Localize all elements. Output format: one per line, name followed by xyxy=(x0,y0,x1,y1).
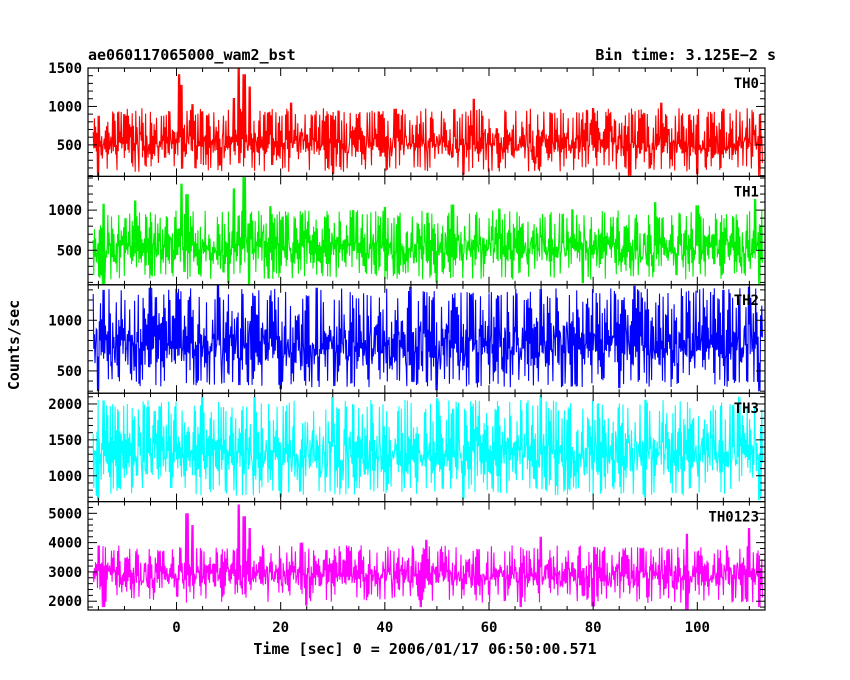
x-tick-label: 40 xyxy=(376,620,393,636)
series-label-th0: TH0 xyxy=(734,76,759,92)
panel-th0123: 2000 3000 4000 5000 TH0123 xyxy=(48,501,766,611)
chart-title: ae060117065000_wam2_bst xyxy=(88,46,296,64)
x-tick-label: 100 xyxy=(685,620,710,636)
y-tick-label: 2000 xyxy=(48,594,82,610)
y-tick-label: 5000 xyxy=(48,506,82,522)
y-tick-label: 4000 xyxy=(48,536,82,552)
series-label-th3: TH3 xyxy=(734,401,759,417)
y-tick-label: 2000 xyxy=(48,397,82,413)
y-tick-label: 1000 xyxy=(48,203,82,219)
x-axis: 0 20 40 60 80 100 xyxy=(172,620,710,636)
series-line-th1 xyxy=(92,176,763,285)
y-tick-label: 1000 xyxy=(48,313,82,329)
x-axis-label: Time [sec] 0 = 2006/01/17 06:50:00.571 xyxy=(253,640,596,658)
x-tick-label: 60 xyxy=(481,620,498,636)
bin-time-label: Bin time: 3.125E−2 s xyxy=(595,46,776,64)
y-tick-label: 1000 xyxy=(48,99,82,115)
panels: 500 1000 1500 TH0 500 1000 TH1 500 1000 TH2 1000 15… xyxy=(48,61,766,611)
x-tick-label: 80 xyxy=(585,620,602,636)
y-tick-label: 500 xyxy=(57,243,82,259)
y-tick-label: 3000 xyxy=(48,565,82,581)
panel-th3: 1000 1500 2000 TH3 xyxy=(48,392,766,503)
y-tick-label: 1500 xyxy=(48,61,82,77)
panel-frame xyxy=(87,501,766,611)
y-axis-label: Counts/sec xyxy=(5,300,23,390)
series-label-th0123: TH0123 xyxy=(708,510,759,526)
y-tick-label: 1000 xyxy=(48,469,82,485)
panel-th0: 500 1000 1500 TH0 xyxy=(48,61,766,178)
series-line-th0123 xyxy=(92,504,763,611)
series-line-th3 xyxy=(92,393,763,501)
x-tick-label: 0 xyxy=(172,620,180,636)
x-tick-label: 20 xyxy=(272,620,289,636)
y-tick-label: 500 xyxy=(57,364,82,380)
panel-th1: 500 1000 TH1 xyxy=(48,175,766,286)
series-line-th0 xyxy=(92,67,763,177)
panel-th2: 500 1000 TH2 xyxy=(48,284,766,394)
series-line-th2 xyxy=(92,284,763,392)
series-label-th2: TH2 xyxy=(734,293,759,309)
series-label-th1: TH1 xyxy=(734,184,759,200)
y-tick-label: 1500 xyxy=(48,433,82,449)
y-tick-label: 500 xyxy=(57,138,82,154)
